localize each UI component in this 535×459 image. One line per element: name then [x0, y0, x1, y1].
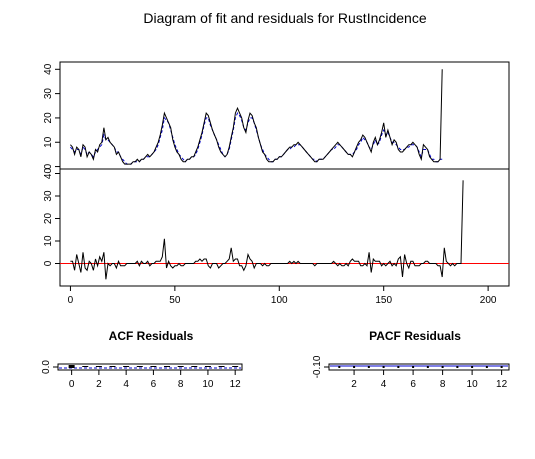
resid-xtick-label: 0	[68, 295, 74, 306]
pacf-bar	[456, 366, 459, 368]
acf-bar	[204, 366, 211, 367]
pacf-xtick-label: 8	[440, 379, 446, 390]
pacf-xtick-label: 6	[410, 379, 416, 390]
acf-xtick-label: 4	[123, 379, 129, 390]
pacf-bar	[338, 366, 341, 368]
acf-bar	[218, 366, 225, 367]
resid-xtick-label: 200	[480, 295, 497, 306]
pacf-bar	[367, 366, 370, 368]
pacf-xtick-label: 4	[381, 379, 387, 390]
pacf-bar	[471, 366, 474, 368]
acf-xtick-label: 6	[151, 379, 157, 390]
acf-bar	[68, 365, 75, 368]
pacf-ytick-label: -0.10	[312, 355, 323, 378]
resid-ytick-label: 10	[43, 235, 54, 247]
pacf-bar	[397, 366, 400, 368]
pacf-panel: -0.10 2 4 6 8 10 12	[312, 355, 510, 390]
pacf-xtick-label: 10	[467, 379, 479, 390]
acf-xtick-label: 10	[202, 379, 214, 390]
fit-ytick-label: 40	[43, 63, 54, 75]
resid-ytick-label: 40	[43, 168, 54, 180]
pacf-bar	[426, 366, 429, 368]
observed-series-line	[70, 69, 443, 165]
acf-bar	[164, 366, 171, 367]
acf-xtick-label: 8	[178, 379, 184, 390]
residual-series-line	[70, 180, 464, 280]
pacf-bar	[382, 366, 385, 368]
fitted-series-line	[70, 112, 443, 165]
acf-bar	[123, 366, 130, 367]
pacf-bar	[412, 366, 415, 368]
residuals-frame	[59, 168, 510, 287]
resid-ytick-label: 30	[43, 190, 54, 202]
resid-xtick-label: 150	[375, 295, 392, 306]
acf-xtick-label: 2	[96, 379, 102, 390]
fit-ytick-label: 10	[43, 136, 54, 148]
acf-bar	[150, 366, 157, 367]
acf-xtick-label: 12	[230, 379, 242, 390]
fit-panel: 0 10 20 30 40	[43, 61, 510, 170]
acf-ytick-label: 0.0	[41, 360, 52, 374]
acf-bar	[95, 366, 102, 367]
acf-panel: 0.0 0 2 4 6 8 10 12	[41, 360, 243, 390]
residuals-panel: 0 10 20 30 40 0 50 100 150 200	[43, 168, 510, 306]
pacf-bar	[500, 366, 503, 368]
resid-xtick-label: 100	[271, 295, 288, 306]
acf-bar	[232, 366, 239, 367]
pacf-frame	[328, 363, 510, 371]
pacf-xtick-label: 2	[351, 379, 357, 390]
pacf-title: PACF Residuals	[369, 329, 461, 343]
acf-bar	[177, 366, 184, 367]
acf-xtick-label: 0	[69, 379, 75, 390]
pacf-xtick-label: 12	[496, 379, 508, 390]
acf-bar	[82, 366, 89, 367]
acf-bar	[191, 366, 198, 367]
resid-xtick-label: 50	[169, 295, 181, 306]
fit-ytick-label: 0	[43, 163, 54, 169]
resid-ytick-label: 20	[43, 213, 54, 225]
resid-ytick-label: 0	[43, 260, 54, 266]
pacf-bar	[353, 366, 356, 368]
fit-ytick-label: 30	[43, 88, 54, 100]
fit-ytick-label: 20	[43, 112, 54, 124]
acf-bar	[136, 366, 143, 367]
figure-title: Diagram of fit and residuals for RustInc…	[143, 10, 426, 26]
acf-title: ACF Residuals	[109, 329, 194, 343]
pacf-bar	[441, 366, 444, 368]
pacf-bar	[485, 366, 488, 368]
acf-bar	[109, 366, 116, 367]
